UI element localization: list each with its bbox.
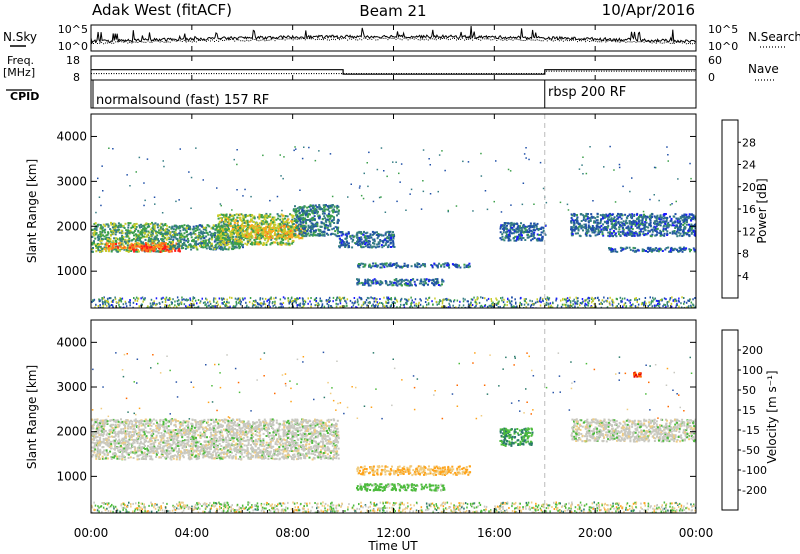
nave-label: Nave [748,62,779,76]
colorbar-tick-label: 8 [742,248,749,261]
ytick-label: 2000 [56,425,87,439]
date-label: 10/Apr/2016 [602,1,695,19]
velocity-region [633,371,642,378]
power-near-range-scatter [91,145,696,308]
power-region [570,212,696,238]
power-yaxis: 1000 2000 3000 4000 [56,129,696,278]
freq-label-1: Freq. [7,54,34,67]
nsky-trace [91,25,696,45]
power-region [338,230,396,249]
nsky-label: N.Sky [3,30,37,44]
colorbar-tick-label: 100 [742,364,763,377]
power-heatmap [91,114,696,308]
ytick-label: 3000 [56,380,87,394]
nsearch-tick-top: 10^5 [708,23,738,36]
velocity-region [499,427,534,447]
ytick-label: 4000 [56,335,87,349]
xtick-label: 00:00 [679,526,714,540]
colorbar-tick-label: -50 [742,444,760,457]
xaxis-label: Time UT [367,539,418,553]
nsearch-label: N.Search [748,30,800,44]
colorbar-tick-label: -15 [742,424,760,437]
ytick-label: 4000 [56,129,87,143]
cpid-segment-1: normalsound (fast) 157 RF [96,93,269,108]
ytick-label: 1000 [56,264,87,278]
nsearch-tick-bottom: 10^0 [708,40,738,53]
nsky-tick-bottom: 10^0 [58,40,88,53]
velocity-region [356,465,472,477]
xtick-label: 08:00 [275,526,310,540]
ytick-label: 3000 [56,174,87,188]
colorbar-tick-label: -100 [742,464,767,477]
freq-tick-bottom: 8 [73,71,80,84]
nave-tick-bottom: 0 [708,71,715,84]
power-region [608,246,696,253]
power-panel-frame [90,113,697,309]
beam-label: Beam 21 [359,2,426,20]
xtick-label: 12:00 [376,526,411,540]
ytick-label: 1000 [56,469,87,483]
velocity-yaxis: 1000 2000 3000 4000 [56,335,696,483]
colorbar-tick-label: 24 [742,159,756,172]
power-colorbar: 4 8 12 16 20 24 28 [721,119,756,299]
colorbar-tick-label: 20 [742,181,756,194]
figure-title: Adak West (fitACF) [92,1,232,19]
velocity-region [570,418,696,443]
colorbar-tick-label: 4 [742,270,749,283]
freq-tick-top: 18 [66,54,80,67]
colorbar-tick-label: 12 [742,225,756,238]
power-cbar-label: Power [dB] [755,178,769,243]
power-region [357,262,471,269]
power-ylabel: Slant Range [km] [25,159,39,263]
cpid-label: CPID [10,90,39,103]
velocity-panel-frame [90,319,697,514]
velocity-ylabel: Slant Range [km] [25,365,39,469]
nsky-tick-top: 10^5 [58,23,88,36]
velocity-region [91,418,340,461]
colorbar-tick-label: 200 [742,344,763,357]
xtick-label: 04:00 [175,526,210,540]
colorbar-tick-label: 16 [742,203,756,216]
colorbar-tick-label: 28 [742,136,756,149]
nave-tick-top: 60 [708,54,722,67]
xtick-label: 00:00 [74,526,109,540]
power-region [499,221,547,242]
nave-trace [91,70,696,75]
velocity-heatmap [91,320,696,513]
power-region [356,278,445,287]
xtick-label: 20:00 [578,526,613,540]
freq-trace [91,69,696,75]
xtick-label: 16:00 [477,526,512,540]
freq-label-2: [MHz] [3,66,35,79]
time-xaxis: 00:00 04:00 08:00 12:00 16:00 20:00 00:00 [74,25,714,540]
colorbar-tick-label: 15 [742,404,756,417]
colorbar-tick-label: 50 [742,384,756,397]
power-region [292,204,340,238]
colorbar-tick-label: -200 [742,484,767,497]
cpid-segment-2: rbsp 200 RF [548,85,626,100]
velocity-near-range-scatter [91,351,696,513]
velocity-cbar-label: Velocity [m s⁻¹] [765,370,779,463]
ytick-label: 2000 [56,219,87,233]
velocity-colorbar: -200 -100 -50 -15 15 50 100 200 [721,329,767,511]
velocity-region [356,483,446,492]
